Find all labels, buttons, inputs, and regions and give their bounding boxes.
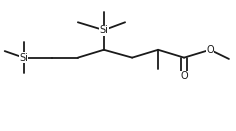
Text: O: O xyxy=(180,71,188,81)
Text: Si: Si xyxy=(99,25,108,35)
Text: O: O xyxy=(206,45,214,55)
Text: Si: Si xyxy=(19,53,28,63)
